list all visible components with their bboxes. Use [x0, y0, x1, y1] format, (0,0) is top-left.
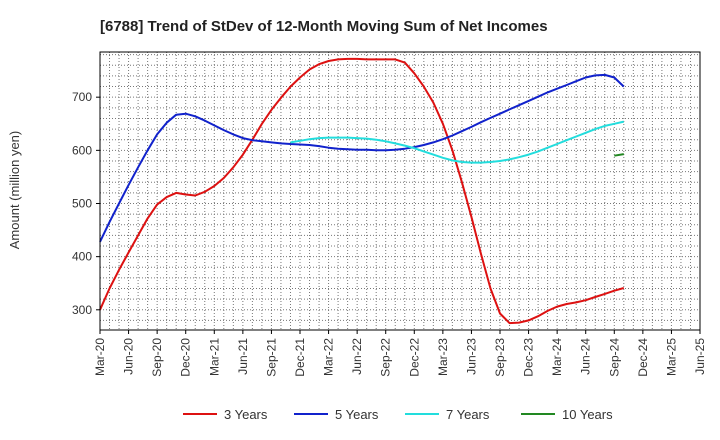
x-tick-label: Dec-21 [293, 338, 307, 377]
x-tick-label: Dec-24 [636, 338, 650, 377]
x-tick-label: Mar-20 [93, 338, 107, 376]
x-tick-label: Jun-25 [693, 338, 707, 375]
plot-area [99, 51, 701, 331]
x-tick-label: Sep-24 [607, 338, 621, 377]
y-axis: 300 400 500 600 700 [72, 90, 100, 317]
x-tick-label: Sep-21 [264, 338, 278, 377]
series-layer [99, 57, 625, 325]
legend-label: 5 Years [335, 407, 379, 422]
chart-title: [6788] Trend of StDev of 12-Month Moving… [100, 18, 548, 35]
y-tick-label: 300 [72, 303, 92, 317]
series-line-5-years [99, 73, 625, 243]
x-tick-label: Jun-20 [122, 338, 136, 375]
grid [100, 52, 700, 330]
legend-label: 7 Years [446, 407, 490, 422]
x-axis: Mar-20 Jun-20 Sep-20 Dec-20 Mar-21 Jun-21 Sep-… [93, 330, 707, 377]
legend: 3 Years 5 Years 7 Years 10 Years [183, 407, 613, 422]
x-tick-label: Mar-25 [664, 338, 678, 376]
y-tick-label: 400 [72, 250, 92, 264]
x-tick-label: Mar-23 [436, 338, 450, 376]
x-tick-label: Jun-21 [236, 338, 250, 375]
x-tick-label: Sep-23 [493, 338, 507, 377]
legend-label: 10 Years [562, 407, 613, 422]
x-tick-label: Jun-22 [350, 338, 364, 375]
series-line-7-years [290, 120, 625, 164]
x-tick-label: Mar-24 [550, 338, 564, 376]
series-line-10-years [614, 153, 624, 157]
y-tick-label: 500 [72, 196, 92, 210]
x-tick-label: Jun-24 [579, 338, 593, 375]
legend-label: 3 Years [224, 407, 268, 422]
x-tick-label: Mar-22 [322, 338, 336, 376]
x-tick-label: Jun-23 [464, 338, 478, 375]
y-axis-label: Amount (million yen) [7, 131, 22, 250]
y-tick-label: 600 [72, 143, 92, 157]
series-line-3-years [99, 57, 625, 325]
x-tick-label: Dec-23 [522, 338, 536, 377]
x-tick-label: Dec-22 [407, 338, 421, 377]
x-tick-label: Dec-20 [179, 338, 193, 377]
x-tick-label: Sep-22 [379, 338, 393, 377]
x-tick-label: Mar-21 [207, 338, 221, 376]
x-tick-label: Sep-20 [150, 338, 164, 377]
y-tick-label: 700 [72, 90, 92, 104]
